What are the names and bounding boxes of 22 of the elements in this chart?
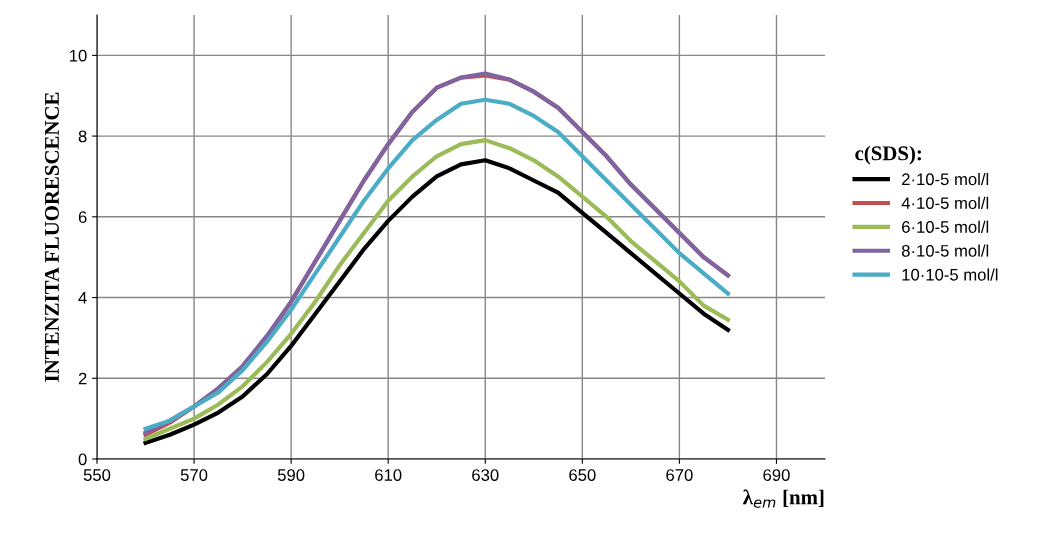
legend-label: 4·10-5 mol/l [901,196,989,210]
y-axis-title: INTENZITA FLUORESCENCE [44,92,59,382]
y-tick-label: 10 [70,49,87,62]
y-tick-label: 0 [78,453,87,466]
x-axis-title: λ$_{em}$ [nm] [742,489,824,508]
x-tick-label: 570 [180,469,208,481]
legend-label: 2·10-5 mol/l [902,172,989,186]
legend-title: c(SDS): [855,145,921,165]
y-tick-label: 6 [78,211,87,224]
legend-label: 6·10-5 mol/l [902,220,989,233]
x-tick-label: 650 [569,469,596,481]
x-tick-label: 670 [666,469,693,481]
x-tick-label: 590 [277,469,305,481]
x-tick-label: 630 [472,469,499,481]
x-tick-label: 610 [375,469,402,481]
legend-label: 8·10-5 mol/l [901,244,989,257]
y-tick-label: 4 [78,292,87,304]
legend-label: 10·10-5 mol/l [902,268,998,281]
y-tick-label: 2 [78,372,87,385]
x-tick-label: 550 [83,469,111,481]
y-tick-label: 8 [78,130,87,143]
x-tick-label: 690 [763,469,790,481]
